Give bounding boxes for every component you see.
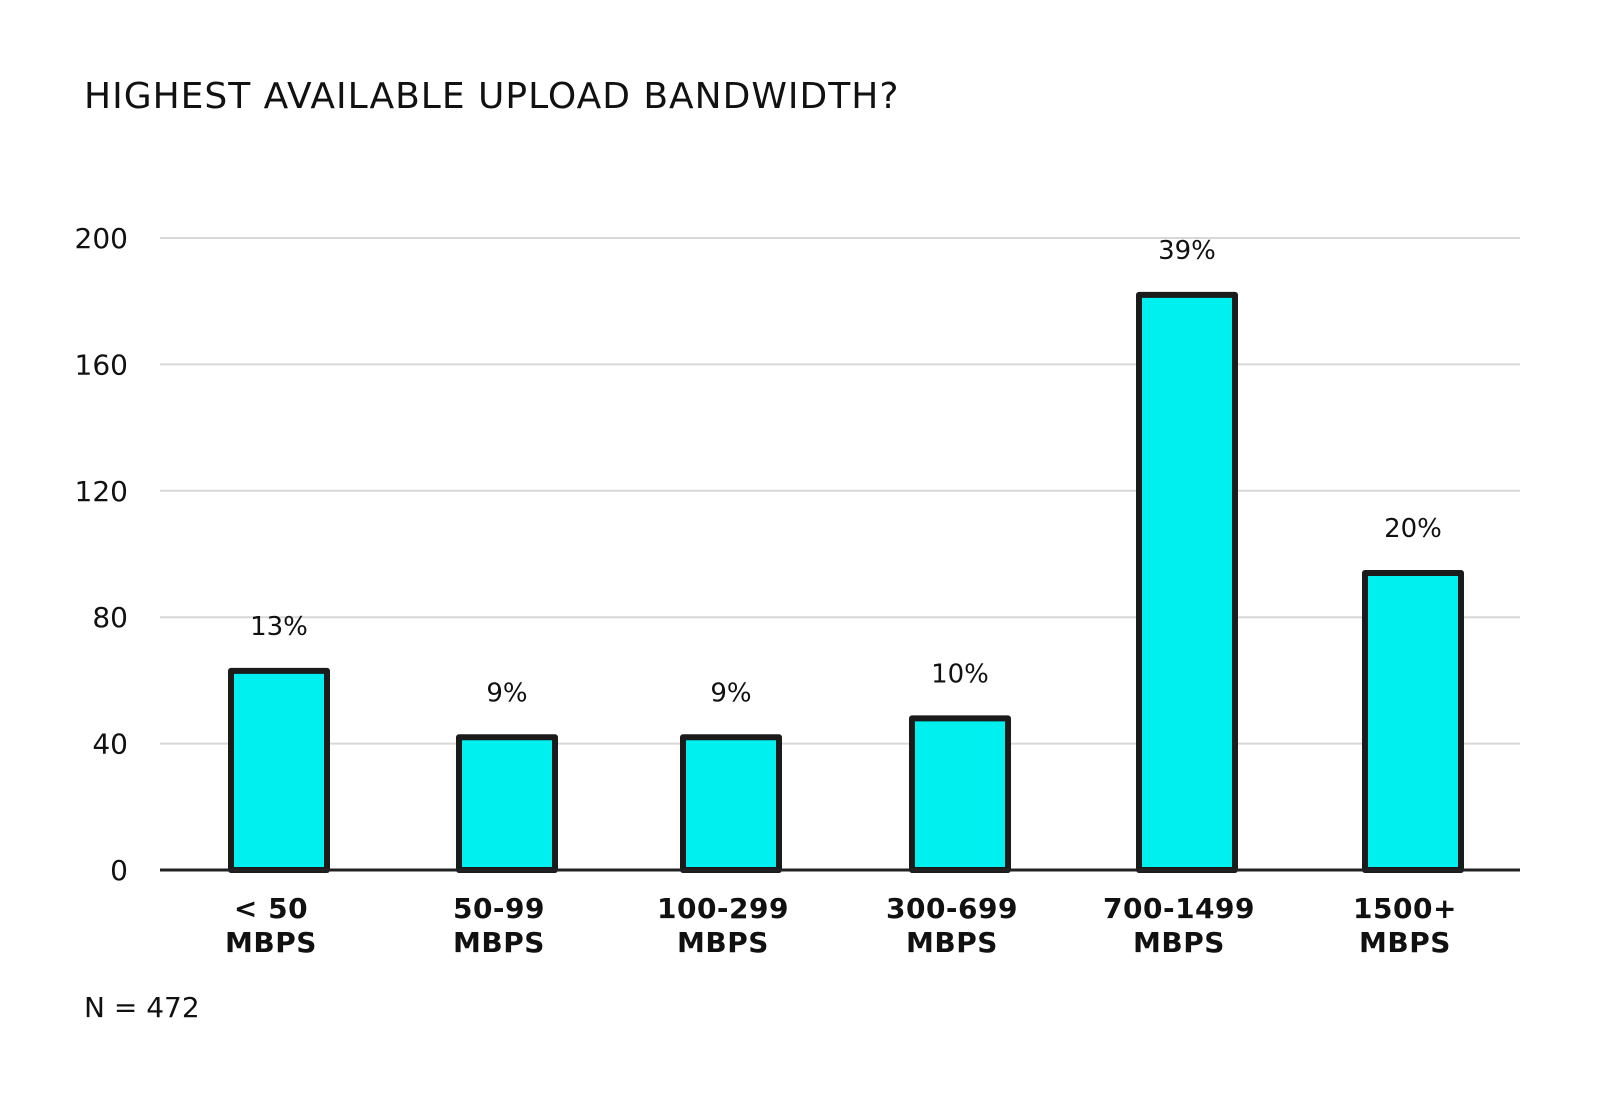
x-category-label: MBPS xyxy=(906,926,998,959)
x-category-label: 300-699 xyxy=(886,892,1018,925)
x-category-label: MBPS xyxy=(1359,926,1451,959)
bar-outline xyxy=(456,734,558,874)
data-label: 39% xyxy=(1158,236,1216,266)
bar xyxy=(909,715,1011,873)
chart-title: HIGHEST AVAILABLE UPLOAD BANDWIDTH? xyxy=(84,76,899,117)
bar-outline xyxy=(1136,291,1238,873)
y-tick-label: 120 xyxy=(75,475,128,508)
x-category-label: MBPS xyxy=(225,926,317,959)
bar-outline xyxy=(228,667,330,873)
y-tick-label: 80 xyxy=(92,601,128,634)
gridlines xyxy=(160,237,1520,745)
x-category-label: MBPS xyxy=(677,926,769,959)
bars xyxy=(228,291,1464,874)
bar xyxy=(228,667,330,873)
y-tick-label: 40 xyxy=(92,728,128,761)
data-labels: 13% 9% 9% 10% 39% 20% xyxy=(250,236,1442,708)
bar xyxy=(680,734,782,874)
x-category-label: 50-99 xyxy=(453,892,545,925)
data-label: 9% xyxy=(710,678,751,708)
bar xyxy=(1362,569,1464,874)
y-tick-label: 160 xyxy=(75,348,128,381)
x-category-label: MBPS xyxy=(1133,926,1225,959)
sample-size-note: N = 472 xyxy=(84,991,200,1024)
x-category-label: 100-299 xyxy=(657,892,789,925)
bar xyxy=(456,734,558,874)
bar-outline xyxy=(909,715,1011,873)
x-category-label: MBPS xyxy=(453,926,545,959)
bar-outline xyxy=(680,734,782,874)
data-label: 9% xyxy=(486,678,527,708)
y-tick-label: 0 xyxy=(110,854,128,887)
y-tick-label: 200 xyxy=(75,222,128,255)
x-category-label: 700-1499 xyxy=(1103,892,1255,925)
data-label: 20% xyxy=(1384,514,1442,544)
x-category-label: 1500+ xyxy=(1353,892,1457,925)
data-label: 10% xyxy=(931,659,989,689)
bar-outline xyxy=(1362,569,1464,874)
x-category-label: < 50 xyxy=(234,892,308,925)
y-axis-ticks: 0 40 80 120 160 200 xyxy=(75,222,128,887)
bar xyxy=(1136,291,1238,873)
x-axis-categories: < 50MBPS50-99MBPS100-299MBPS300-699MBPS7… xyxy=(225,892,1457,959)
data-label: 13% xyxy=(250,612,308,642)
